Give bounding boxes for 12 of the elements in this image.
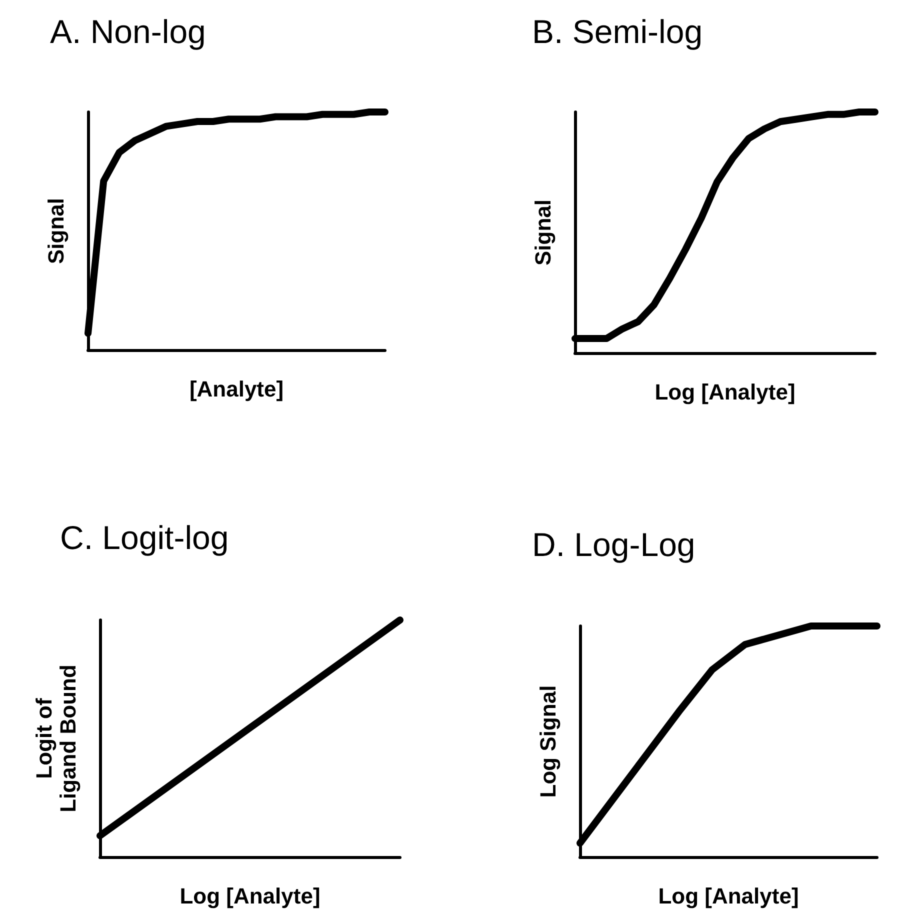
chart-title: C. Logit-log <box>60 519 229 556</box>
y-axis-title: Signal <box>44 198 68 264</box>
x-axis-title: Log [Analyte] <box>658 884 799 908</box>
x-axis-title: Log [Analyte] <box>654 380 796 404</box>
y-axis-title: Log Signal <box>536 685 560 798</box>
x-axis-title: [Analyte] <box>189 376 284 402</box>
chart-title: D. Log-Log <box>532 526 696 563</box>
y-axis-title: Signal <box>530 199 556 266</box>
chart-title: B. Semi-log <box>532 13 703 50</box>
chart-title: A. Non-log <box>50 13 206 50</box>
y-axis-title: Logit of Ligand Bound <box>32 664 80 812</box>
x-axis-title: Log [Analyte] <box>180 884 320 908</box>
